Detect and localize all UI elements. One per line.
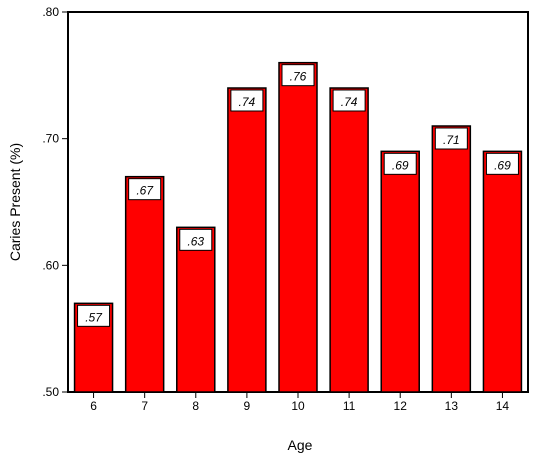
x-tick-label: 9 xyxy=(244,399,251,413)
data-label: .71 xyxy=(443,133,460,147)
x-tick-label: 11 xyxy=(343,399,356,413)
data-label: .57 xyxy=(85,310,103,324)
bar xyxy=(482,150,523,393)
y-tick-label: .60 xyxy=(42,258,59,272)
bar xyxy=(227,87,267,393)
data-label: .74 xyxy=(341,95,358,109)
x-tick-label: 6 xyxy=(90,399,97,413)
data-label: .76 xyxy=(290,70,307,84)
data-label: .63 xyxy=(187,234,204,248)
y-tick-label: .80 xyxy=(42,5,59,19)
x-tick-label: 10 xyxy=(291,399,305,413)
data-label: .69 xyxy=(392,158,409,172)
y-axis: .50 .60 .70 .80 xyxy=(42,5,68,399)
bar xyxy=(124,175,165,393)
bar xyxy=(278,61,318,393)
y-axis-title: Caries Present (%) xyxy=(7,143,23,261)
data-label: .67 xyxy=(136,184,154,198)
x-tick-label: 14 xyxy=(496,399,510,413)
x-tick-label: 7 xyxy=(141,399,148,413)
x-tick-label: 8 xyxy=(192,399,199,413)
data-label-box xyxy=(281,64,315,87)
x-tick-label: 12 xyxy=(394,399,408,413)
data-label-box xyxy=(179,228,213,251)
data-label-box xyxy=(485,152,519,175)
bar xyxy=(176,226,216,393)
data-label: .69 xyxy=(494,158,511,172)
x-tick-label: 13 xyxy=(445,399,459,413)
data-label-box xyxy=(77,304,111,327)
data-label: .74 xyxy=(239,95,256,109)
x-axis-title: Age xyxy=(288,437,313,453)
y-tick-label: .50 xyxy=(42,385,59,399)
data-label-box xyxy=(383,152,417,175)
data-label-box xyxy=(434,127,468,150)
data-label-box xyxy=(128,178,162,201)
bar xyxy=(431,125,472,393)
bar xyxy=(380,150,420,393)
x-axis: 6 7 8 9 10 11 12 13 14 xyxy=(90,392,509,413)
data-label-box xyxy=(332,89,366,112)
y-tick-label: .70 xyxy=(42,132,59,146)
data-label-box xyxy=(230,89,264,112)
bars: .57 .67 .63 .74 .76 .74 .69 .71 .69 xyxy=(73,61,523,393)
bar xyxy=(329,87,369,393)
